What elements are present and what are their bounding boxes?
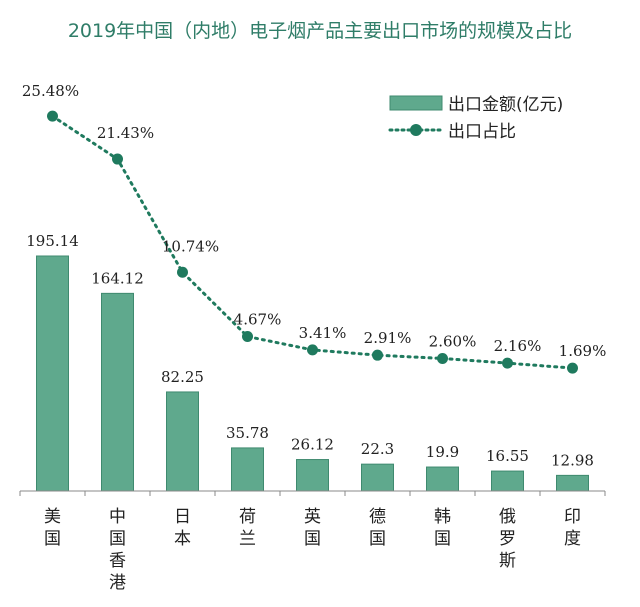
category-label: 中国香港 — [109, 507, 126, 593]
category-label: 荷兰 — [239, 507, 256, 549]
category-label: 德国 — [369, 507, 386, 549]
legend-bar-label: 出口金额(亿元) — [448, 95, 563, 115]
bar — [101, 292, 134, 492]
bar — [361, 463, 394, 492]
bar-data-label: 19.9 — [426, 443, 459, 461]
bar-data-label: 16.55 — [486, 447, 529, 465]
bar-data-label: 35.78 — [226, 424, 269, 442]
bar — [166, 391, 199, 492]
bar — [426, 466, 459, 492]
bar-series: 195.14 164.12 82.25 35.78 26.12 22.3 19.9 16.55… — [26, 232, 594, 492]
bar-data-label: 195.14 — [26, 232, 79, 250]
category-label: 美国 — [44, 507, 61, 549]
share-data-label: 10.74% — [162, 237, 219, 255]
bar — [491, 470, 524, 492]
share-data-label: 1.69% — [559, 342, 607, 360]
share-data-label: 2.16% — [494, 337, 542, 355]
share-point — [47, 110, 58, 122]
share-data-label: 21.43% — [97, 124, 154, 142]
bar-data-label: 26.12 — [291, 436, 334, 454]
bar — [296, 459, 329, 492]
category-label: 韩国 — [434, 507, 451, 549]
category-label: 英国 — [304, 507, 321, 549]
share-data-label: 3.41% — [299, 324, 347, 342]
share-point — [567, 362, 578, 374]
legend: 出口金额(亿元) 出口占比 — [388, 95, 563, 142]
share-data-label: 25.48% — [22, 82, 79, 100]
share-point — [242, 331, 253, 343]
bar — [36, 255, 69, 492]
share-data-label: 4.67% — [234, 311, 282, 329]
share-data-label: 2.60% — [429, 332, 477, 350]
share-point — [372, 349, 383, 361]
category-label: 日本 — [174, 507, 191, 549]
category-label: 俄罗斯 — [499, 507, 516, 571]
share-data-label: 2.91% — [364, 329, 412, 347]
share-point — [502, 357, 513, 369]
bar-data-label: 82.25 — [161, 368, 204, 386]
share-point — [177, 266, 188, 278]
bar — [231, 447, 264, 492]
bar-data-label: 12.98 — [551, 451, 594, 469]
bar-data-label: 164.12 — [91, 269, 144, 287]
bar — [556, 474, 589, 492]
chart-title: 2019年中国（内地）电子烟产品主要出口市场的规模及占比 — [68, 20, 572, 42]
share-point — [437, 352, 448, 364]
share-point — [112, 153, 123, 165]
legend-line-label: 出口占比 — [448, 122, 516, 142]
legend-line-marker — [410, 124, 422, 136]
legend-bar-swatch — [389, 95, 443, 111]
line-series: 25.48% 21.43% 10.74% 4.67% 3.41% 2.91% 2.60% 2.… — [22, 82, 607, 374]
category-label: 印度 — [564, 507, 581, 549]
bar-data-label: 22.3 — [361, 440, 394, 458]
x-axis: 美国 中国香港 日本 荷兰 英国 德国 韩国 俄罗斯 印度 — [19, 490, 606, 593]
share-point — [307, 344, 318, 356]
